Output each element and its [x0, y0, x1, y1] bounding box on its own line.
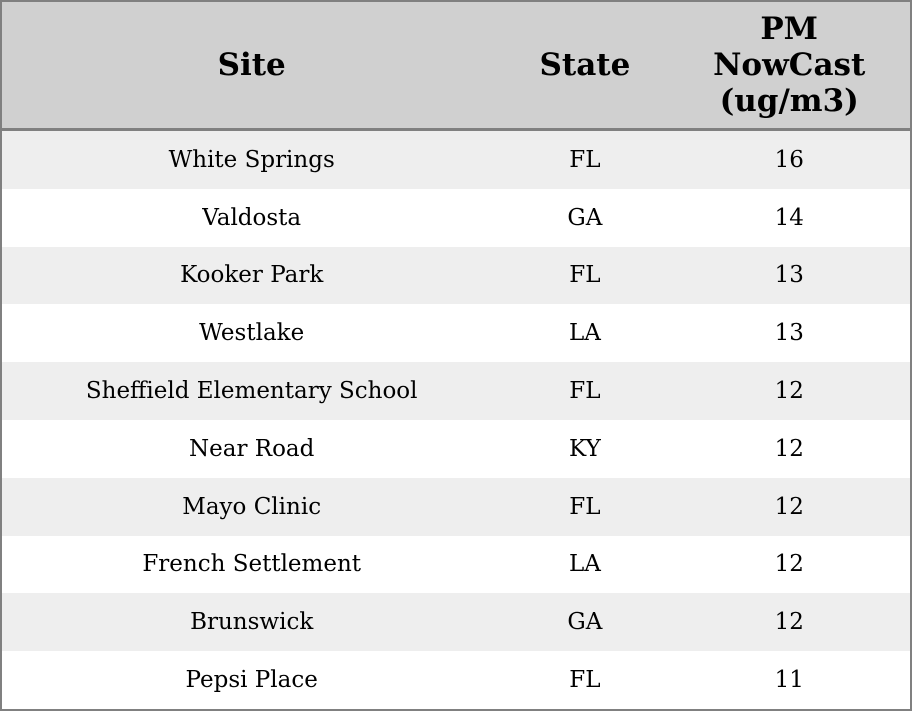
cell-site: Sheffield Elementary School	[85, 378, 418, 405]
table-row: Brunswick GA 12	[2, 593, 910, 652]
header-label-pm-nowcast: PM NowCast (ug/m3)	[713, 11, 866, 119]
table-row: Westlake LA 13	[2, 304, 910, 363]
cell-site: Valdosta	[202, 204, 302, 231]
header-label-site: Site	[217, 47, 286, 83]
cell-site: French Settlement	[142, 551, 362, 578]
cell-state: FL	[569, 493, 601, 520]
cell-pm: 12	[774, 609, 804, 636]
header-cell-site: Site	[2, 2, 501, 128]
cell-pm: 12	[774, 493, 804, 520]
cell-site: Mayo Clinic	[182, 493, 322, 520]
cell-state: GA	[567, 609, 603, 636]
table-row: Kooker Park FL 13	[2, 246, 910, 305]
cell-pm: 16	[774, 146, 804, 173]
cell-pm: 12	[774, 435, 804, 462]
header-cell-pm-nowcast: PM NowCast (ug/m3)	[668, 2, 910, 128]
table-row: White Springs FL 16	[2, 131, 910, 189]
table-row: Mayo Clinic FL 12	[2, 477, 910, 536]
table-header-row: Site State PM NowCast (ug/m3)	[2, 2, 910, 131]
cell-state: FL	[569, 262, 601, 289]
cell-state: FL	[569, 667, 601, 694]
cell-pm: 13	[774, 320, 804, 347]
table-row: Sheffield Elementary School FL 12	[2, 362, 910, 420]
cell-pm: 14	[774, 204, 804, 231]
cell-site: Brunswick	[190, 609, 314, 636]
cell-pm: 13	[774, 262, 804, 289]
table-row: Valdosta GA 14	[2, 188, 910, 247]
cell-state: KY	[569, 435, 601, 462]
table-row: French Settlement LA 12	[2, 535, 910, 594]
cell-site: Near Road	[189, 435, 315, 462]
table-row: Pepsi Place FL 11	[2, 651, 910, 709]
cell-state: GA	[567, 204, 603, 231]
header-label-state: State	[539, 47, 631, 83]
cell-site: White Springs	[168, 146, 335, 173]
cell-state: FL	[569, 146, 601, 173]
table-body: White Springs FL 16 Valdosta GA 14 Kooke…	[2, 131, 910, 709]
cell-pm: 11	[774, 667, 804, 694]
cell-pm: 12	[774, 378, 804, 405]
cell-state: LA	[568, 320, 601, 347]
cell-site: Pepsi Place	[185, 667, 318, 694]
cell-pm: 12	[774, 551, 804, 578]
cell-site: Kooker Park	[180, 262, 324, 289]
table-row: Near Road KY 12	[2, 419, 910, 478]
header-cell-state: State	[501, 2, 668, 128]
cell-site: Westlake	[199, 320, 305, 347]
cell-state: LA	[568, 551, 601, 578]
cell-state: FL	[569, 378, 601, 405]
